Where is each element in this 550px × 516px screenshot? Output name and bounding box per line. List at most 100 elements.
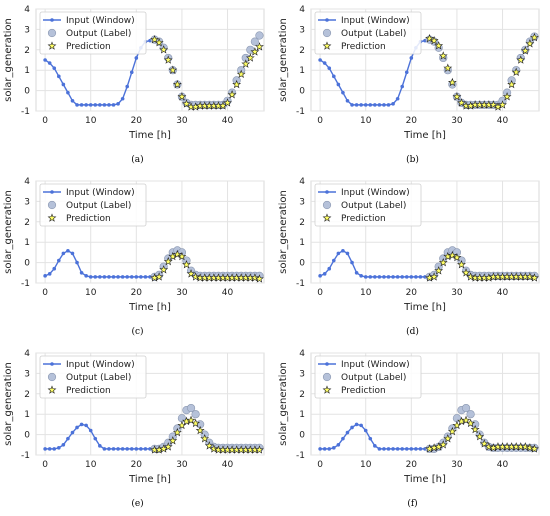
legend-entry: Input (Window): [66, 188, 135, 198]
input-point: [409, 275, 414, 279]
prediction-point: [150, 34, 159, 44]
input-point: [66, 436, 70, 441]
input-point: [61, 251, 66, 256]
prediction-point: [159, 45, 169, 54]
input-point: [134, 447, 139, 451]
input-point: [350, 103, 354, 107]
prediction-point: [488, 100, 498, 109]
input-point: [318, 274, 322, 278]
y-tick-label: 3: [24, 25, 30, 35]
prediction-point: [520, 46, 530, 55]
y-axis-label: solar_generation: [3, 190, 14, 274]
input-point: [75, 103, 79, 107]
input-point: [373, 275, 377, 279]
prediction-point: [223, 98, 232, 107]
legend-entry: Prediction: [66, 214, 111, 224]
legend-circle-icon: [322, 372, 332, 382]
input-point: [88, 103, 93, 107]
prediction-point: [177, 92, 187, 101]
chart-panel-f: -1 0 1 2 3 4 0 10 20 30 40 Time [h] solar_generation…: [275, 344, 550, 516]
input-point: [363, 275, 368, 279]
y-axis-label: solar_generation: [3, 18, 14, 102]
x-tick-label: 20: [131, 116, 143, 126]
legend-entry: Prediction: [341, 42, 386, 52]
prediction-point: [457, 98, 466, 107]
prediction-point: [466, 418, 476, 428]
input-point: [129, 275, 134, 279]
x-axis-label: Time [h]: [403, 130, 446, 141]
legend-entry: Prediction: [341, 386, 386, 396]
y-tick-label: 0: [299, 259, 305, 269]
legend: Input (Window) Output (Label) Prediction: [39, 183, 147, 227]
prediction-point: [530, 273, 539, 282]
legend-dot-icon: [50, 362, 54, 366]
input-point: [400, 275, 404, 279]
plot-area: [310, 180, 540, 284]
input-point: [373, 103, 377, 107]
x-tick-label: 10: [85, 460, 97, 470]
y-tick-label: -1: [21, 107, 30, 117]
prediction-point: [438, 51, 448, 60]
prediction-point: [159, 265, 169, 274]
input-point: [391, 102, 395, 106]
input-point: [409, 56, 414, 60]
y-tick-label: 3: [24, 197, 30, 207]
prediction-point: [232, 79, 242, 89]
input-point: [143, 447, 148, 451]
input-point: [70, 251, 75, 256]
input-point: [395, 96, 400, 101]
x-tick-label: 30: [451, 460, 463, 470]
input-point: [336, 443, 341, 447]
input-point: [107, 275, 111, 279]
prediction-point: [236, 69, 246, 79]
y-tick-label: 4: [24, 177, 30, 187]
x-tick-label: 10: [85, 116, 97, 126]
prediction-point: [172, 249, 182, 259]
input-point: [336, 251, 341, 256]
y-tick-label: 4: [299, 177, 305, 187]
prediction-point: [182, 99, 191, 108]
input-point: [391, 447, 395, 451]
prediction-point: [163, 55, 173, 64]
series-line: [43, 38, 152, 107]
input-point: [116, 102, 120, 106]
input-point: [350, 260, 354, 265]
y-tick-label: 2: [24, 218, 30, 228]
input-point: [93, 436, 98, 441]
input-point: [125, 84, 129, 89]
y-tick-label: 2: [299, 390, 305, 400]
input-point: [359, 103, 363, 107]
input-point: [43, 58, 47, 62]
series-marker-star: [425, 250, 539, 282]
panel-caption-d: (d): [406, 327, 419, 337]
label-point: [250, 37, 259, 46]
input-point: [143, 275, 148, 279]
prediction-point: [200, 434, 210, 443]
input-point: [70, 99, 75, 103]
input-point: [345, 430, 350, 435]
prediction-point: [470, 424, 480, 434]
input-point: [125, 447, 129, 451]
legend-entry: Input (Window): [66, 16, 135, 26]
prediction-point: [154, 38, 164, 47]
prediction-point: [191, 418, 201, 428]
input-point: [52, 447, 57, 451]
prediction-point: [525, 39, 535, 48]
input-point: [139, 275, 143, 279]
x-tick-label: 0: [317, 116, 323, 126]
series-marker-star: [150, 415, 264, 454]
chart-panel-b: -1 0 1 2 3 4 0 10 20 30 40 Time [h] solar_generation…: [275, 0, 550, 172]
x-tick-label: 20: [131, 460, 143, 470]
input-point: [327, 266, 332, 271]
y-tick-label: 1: [24, 238, 30, 248]
input-point: [93, 103, 98, 107]
legend-star-icon: [322, 385, 332, 394]
prediction-point: [429, 272, 439, 281]
input-point: [57, 74, 61, 79]
input-point: [368, 103, 373, 107]
input-point: [359, 423, 363, 428]
y-tick-label: 4: [299, 349, 305, 359]
prediction-point: [186, 415, 196, 425]
input-point: [88, 275, 93, 279]
